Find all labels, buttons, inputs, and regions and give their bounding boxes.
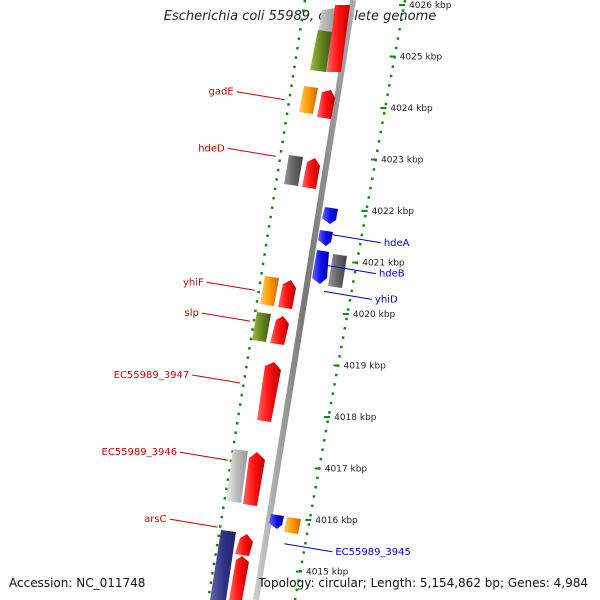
gene-feature — [318, 230, 333, 246]
gene-label: hdeA — [384, 238, 410, 249]
kbp-tick-label: 4021 kbp — [362, 259, 405, 269]
gene-label: EC55989_3947 — [114, 370, 190, 381]
gene-feature — [260, 276, 279, 306]
kbp-tick-label: 4016 kbp — [315, 516, 358, 526]
kbp-tick-label: 4020 kbp — [353, 310, 396, 320]
kbp-tick-label: 4019 kbp — [343, 362, 386, 372]
gene-feature — [284, 155, 303, 186]
kbp-tick-label: 4017 kbp — [325, 465, 368, 475]
gene-feature — [310, 30, 332, 72]
gene-label: gadE — [209, 87, 234, 98]
cds-feature — [235, 534, 253, 556]
gene-leader-line — [206, 281, 255, 291]
gene-leader-line — [332, 234, 381, 244]
gene-label: arsC — [144, 514, 166, 525]
cds-feature — [327, 5, 350, 72]
cds-feature — [302, 158, 320, 189]
gene-feature — [269, 514, 284, 529]
cds-feature — [317, 90, 335, 119]
gene-leader-line — [169, 518, 218, 528]
kbp-tick-label: 4026 kbp — [409, 1, 452, 11]
gene-label: slp — [185, 308, 199, 319]
gene-label: hdeD — [198, 143, 225, 154]
cds-feature — [257, 362, 281, 422]
gene-feature — [312, 250, 329, 284]
gene-feature — [210, 530, 236, 600]
kbp-tick-label: 4022 kbp — [372, 207, 415, 217]
gene-leader-line — [227, 147, 276, 157]
cds-feature — [278, 280, 296, 309]
cds-feature — [243, 452, 265, 506]
gene-leader-line — [284, 543, 333, 553]
kbp-tick-label: 4024 kbp — [390, 104, 433, 114]
kbp-ticks: 4026 kbp 4025 kbp 4024 kbp 4023 kbp 4022 kbp… — [295, 1, 452, 578]
gene-label: hdeB — [379, 269, 405, 280]
genome-title: Escherichia coli 55989, complete genome — [163, 9, 437, 24]
cds-feature — [229, 556, 249, 600]
outer-tick-ring — [293, 0, 407, 600]
gene-feature — [299, 86, 318, 114]
kbp-tick-label: 4025 kbp — [400, 53, 443, 63]
kbp-tick-label: 4023 kbp — [381, 156, 424, 166]
reverse-strand-features — [269, 207, 347, 534]
genome-summary: Topology: circular; Length: 5,154,862 bp… — [258, 576, 588, 590]
gene-feature — [226, 449, 248, 503]
gene-leader-line — [327, 265, 377, 275]
accession-label: Accession: NC_011748 — [9, 576, 146, 590]
gene-leader-line — [323, 290, 373, 300]
cds-feature — [270, 316, 289, 345]
gene-label: EC55989_3946 — [102, 447, 178, 458]
forward-strand-features — [210, 5, 350, 600]
gene-label: yhiD — [375, 294, 398, 305]
gene-labels: gadE hdeD yhiF slp EC55989_3947 EC55989_3946a… — [102, 87, 411, 558]
gene-leader-line — [236, 91, 285, 101]
genome-backbone — [253, 0, 356, 600]
kbp-tick-label: 4015 kbp — [306, 568, 349, 578]
gene-feature — [328, 254, 347, 288]
gene-feature — [252, 312, 271, 342]
gene-label: EC55989_3945 — [335, 547, 411, 558]
gene-feature — [284, 517, 301, 534]
gene-feature — [322, 207, 338, 224]
gene-leader-line — [179, 451, 229, 461]
kbp-tick-label: 4018 kbp — [334, 413, 377, 423]
gene-leader-line — [192, 374, 241, 384]
gene-label: yhiF — [183, 277, 204, 288]
gene-leader-line — [201, 312, 250, 322]
inner-tick-ring — [206, 0, 307, 600]
